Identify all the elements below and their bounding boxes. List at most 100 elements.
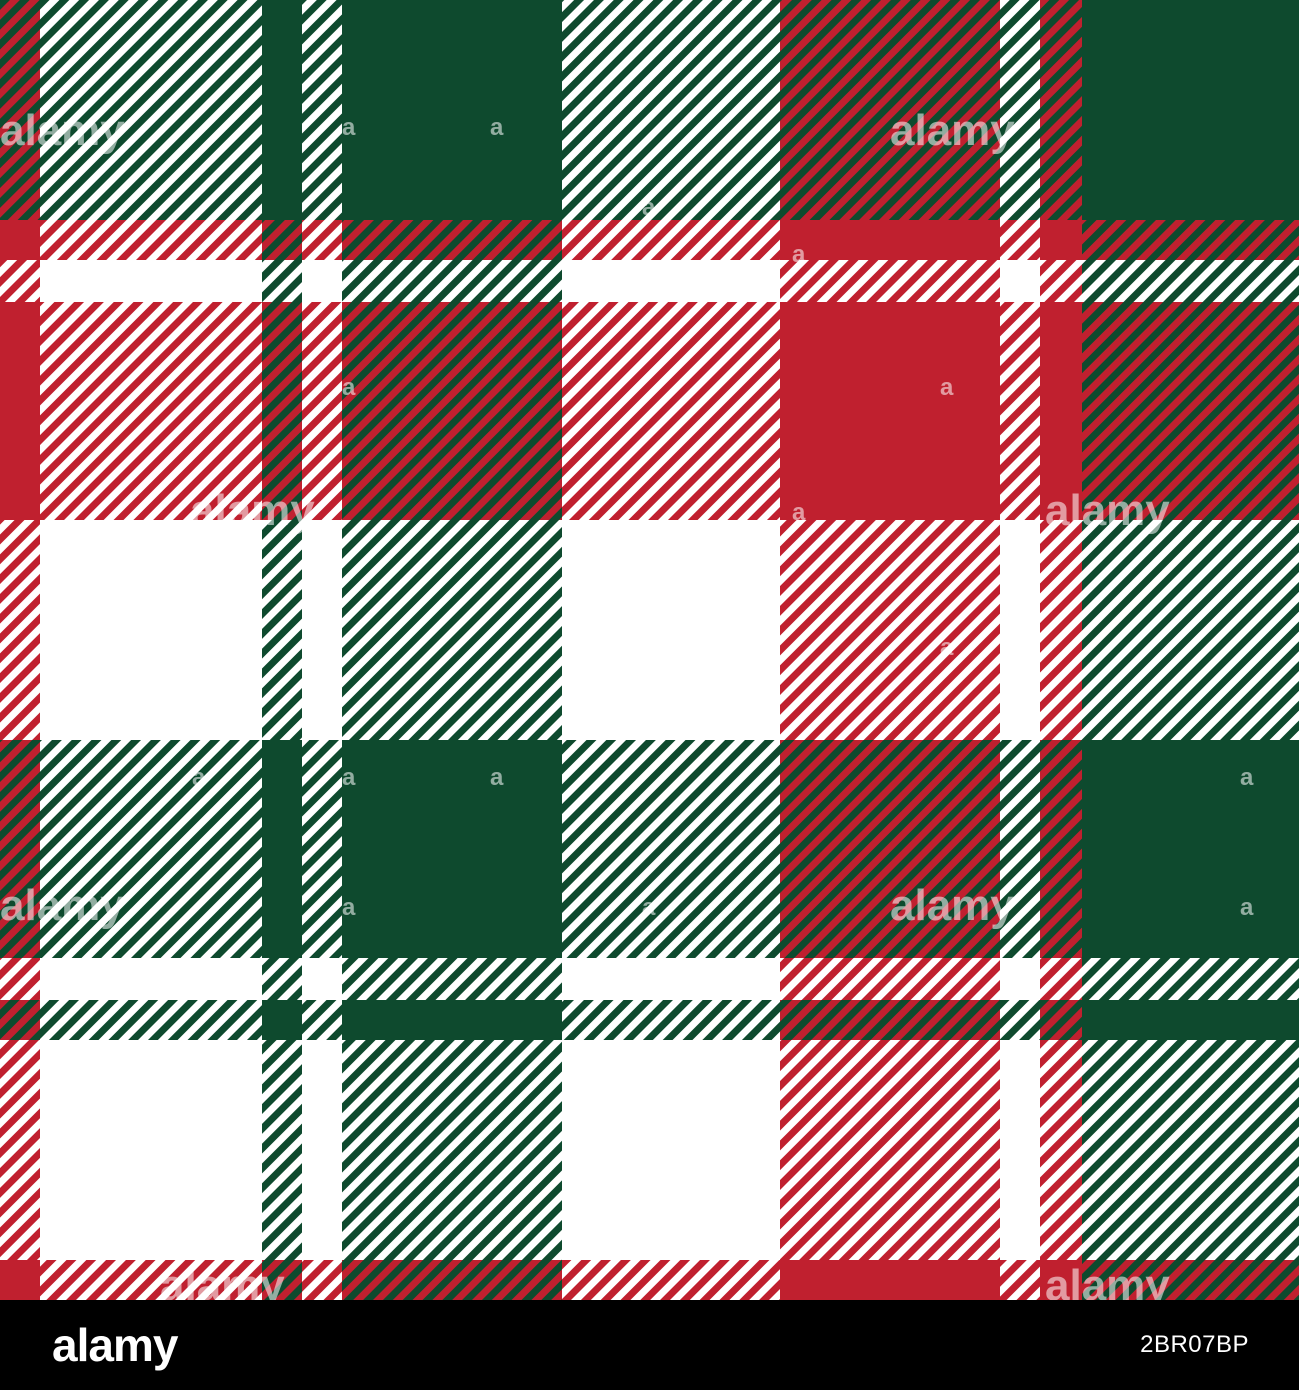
tartan-cell bbox=[342, 740, 562, 958]
tartan-cell bbox=[1082, 740, 1299, 958]
tartan-cell bbox=[40, 302, 262, 520]
tartan-cell bbox=[780, 520, 1000, 740]
tartan-cell bbox=[562, 740, 780, 958]
tartan-cell bbox=[0, 260, 40, 302]
tartan-cell bbox=[1082, 1000, 1299, 1040]
watermark-mark: a bbox=[342, 114, 356, 141]
tartan-cell bbox=[562, 302, 780, 520]
tartan-cell bbox=[780, 1260, 1000, 1300]
tartan-cell bbox=[342, 260, 562, 302]
tartan-cell bbox=[262, 220, 302, 260]
tartan-cell bbox=[1040, 520, 1082, 740]
tartan-cell bbox=[1000, 740, 1040, 958]
tartan-cell bbox=[262, 260, 302, 302]
tartan-cell bbox=[1082, 0, 1299, 220]
tartan-cell bbox=[1082, 220, 1299, 260]
tartan-cell bbox=[1000, 260, 1040, 302]
watermark-mark: a bbox=[1240, 894, 1254, 921]
tartan-cell bbox=[780, 740, 1000, 958]
tartan-cell bbox=[0, 1000, 40, 1040]
tartan-cell bbox=[1040, 220, 1082, 260]
watermark-text: alamy bbox=[0, 106, 125, 155]
tartan-plaid-pattern: alamy alamy alamy alamy alamy alamy alamy alamy… bbox=[0, 0, 1299, 1300]
tartan-cell bbox=[0, 1260, 40, 1300]
tartan-cell bbox=[302, 220, 342, 260]
tartan-cell bbox=[302, 740, 342, 958]
watermark-mark: a bbox=[1240, 764, 1254, 791]
tartan-cell bbox=[302, 1040, 342, 1260]
tartan-cell bbox=[1082, 260, 1299, 302]
tartan-cell bbox=[302, 1260, 342, 1300]
tartan-cell bbox=[1082, 1040, 1299, 1260]
watermark-mark: a bbox=[792, 241, 806, 268]
tartan-cell bbox=[40, 1000, 262, 1040]
tartan-cell bbox=[1040, 1040, 1082, 1260]
watermark-mark: a bbox=[342, 764, 356, 791]
tartan-cell bbox=[1000, 1260, 1040, 1300]
footer-logo: alamy bbox=[52, 1319, 178, 1371]
tartan-cell bbox=[1040, 260, 1082, 302]
tartan-cell bbox=[1000, 0, 1040, 220]
tartan-cell bbox=[40, 740, 262, 958]
watermark-text: alamy bbox=[890, 106, 1015, 155]
tartan-cell bbox=[1082, 302, 1299, 520]
tartan-cell bbox=[1082, 520, 1299, 740]
tartan-cell bbox=[1000, 302, 1040, 520]
tartan-cell bbox=[40, 1040, 262, 1260]
tartan-cell bbox=[562, 958, 780, 1000]
tartan-cell bbox=[342, 1260, 562, 1300]
tartan-cell bbox=[1040, 1000, 1082, 1040]
watermark-mark: a bbox=[490, 764, 504, 791]
tartan-cell bbox=[1040, 302, 1082, 520]
tartan-cell bbox=[1040, 0, 1082, 220]
watermark-text: alamy bbox=[1045, 486, 1170, 535]
watermark-text: alamy bbox=[190, 486, 315, 535]
footer-bar: alamy 2BR07BP bbox=[0, 1300, 1299, 1390]
watermark-mark: a bbox=[940, 374, 954, 401]
tartan-cell bbox=[40, 260, 262, 302]
tartan-cell bbox=[302, 1000, 342, 1040]
tartan-cell bbox=[0, 0, 40, 220]
tartan-cell bbox=[562, 1260, 780, 1300]
tartan-cell bbox=[342, 1040, 562, 1260]
tartan-cell bbox=[262, 1260, 302, 1300]
tartan-cell bbox=[302, 958, 342, 1000]
tartan-cell bbox=[562, 220, 780, 260]
tartan-cell bbox=[1000, 1040, 1040, 1260]
tartan-cell bbox=[780, 1040, 1000, 1260]
tartan-cell bbox=[262, 1000, 302, 1040]
tartan-cell bbox=[1000, 958, 1040, 1000]
tartan-cell bbox=[780, 302, 1000, 520]
tartan-cell bbox=[342, 520, 562, 740]
watermark-layer: alamy alamy alamy alamy alamy alamy alamy alamy… bbox=[0, 106, 1254, 1300]
tartan-cell bbox=[780, 1000, 1000, 1040]
tartan-cell bbox=[0, 220, 40, 260]
watermark-text: alamy bbox=[160, 1261, 285, 1300]
tartan-cell bbox=[1040, 958, 1082, 1000]
watermark-mark: a bbox=[792, 499, 806, 526]
tartan-cell bbox=[342, 302, 562, 520]
tartan-cell bbox=[40, 958, 262, 1000]
tartan-cell bbox=[1082, 1260, 1299, 1300]
tartan-cell bbox=[262, 740, 302, 958]
tartan-cell bbox=[1082, 958, 1299, 1000]
tartan-cell bbox=[1040, 740, 1082, 958]
tartan-cell bbox=[780, 958, 1000, 1000]
tartan-cell bbox=[0, 1040, 40, 1260]
tartan-cell bbox=[562, 260, 780, 302]
watermark-text: alamy bbox=[1045, 1261, 1170, 1300]
tartan-cell bbox=[262, 520, 302, 740]
tartan-cell bbox=[302, 302, 342, 520]
tartan-cell bbox=[780, 220, 1000, 260]
tartan-cell bbox=[780, 0, 1000, 220]
tartan-cell bbox=[40, 1260, 262, 1300]
tartan-cell bbox=[262, 0, 302, 220]
tartan-cell bbox=[342, 0, 562, 220]
tartan-cell bbox=[1000, 220, 1040, 260]
tartan-cell bbox=[1000, 1000, 1040, 1040]
watermark-mark: a bbox=[192, 764, 206, 791]
watermark-mark: a bbox=[490, 114, 504, 141]
tartan-cell bbox=[562, 1000, 780, 1040]
image-id-label: 2BR07BP bbox=[1140, 1331, 1249, 1358]
tartan-cell bbox=[562, 520, 780, 740]
